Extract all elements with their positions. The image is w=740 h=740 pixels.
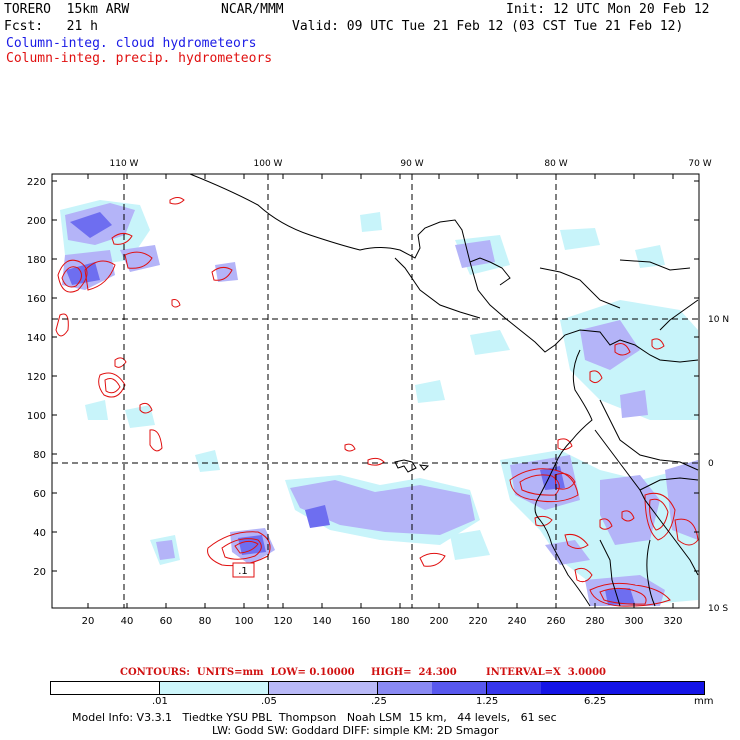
colorbar-segment: [160, 682, 269, 694]
y-tick-label: 20: [33, 567, 46, 578]
x-tick-label: 80: [199, 616, 212, 627]
x-tick-label: 120: [273, 616, 292, 627]
x-tick-label: 260: [546, 616, 565, 627]
colorbar-segment: [269, 682, 378, 694]
x-tick-label: 20: [82, 616, 95, 627]
map-frame: [51, 173, 700, 609]
x-tick-label: 40: [121, 616, 134, 627]
y-tick-label: 140: [27, 333, 46, 344]
forecast-hour: Fcst: 21 h: [4, 19, 98, 34]
model-name: TORERO 15km ARW: [4, 2, 130, 17]
y-tick-label: 160: [27, 294, 46, 305]
y-tick-label: 120: [27, 372, 46, 383]
x-tick-label: 280: [585, 616, 604, 627]
colorbar-segment: [487, 682, 541, 694]
colorbar-label: 1.25: [476, 696, 499, 707]
lat-lon-grid: [52, 174, 699, 608]
colorbar-segment: [378, 682, 432, 694]
x-tick-label: 240: [507, 616, 526, 627]
colorbar-label: .05: [261, 696, 277, 707]
x-tick-label: 200: [429, 616, 448, 627]
model-info-line1: Model Info: V3.3.1 Tiedtke YSU PBL Thomp…: [72, 711, 557, 724]
lat-label-10n: 10 N: [708, 315, 729, 325]
axis-ticks: [52, 174, 699, 608]
y-tick-label: 180: [27, 255, 46, 266]
field-precip-label: Column-integ. precip. hydrometeors: [6, 51, 273, 66]
y-tick-label: 80: [33, 450, 46, 461]
x-tick-label: 160: [351, 616, 370, 627]
y-tick-label: 40: [33, 528, 46, 539]
lon-label-90w: 90 W: [400, 159, 423, 169]
init-time: Init: 12 UTC Mon 20 Feb 12: [506, 2, 710, 17]
y-tick-label: 220: [27, 177, 46, 188]
low-marker: .1: [232, 562, 255, 578]
x-tick-label: 300: [624, 616, 643, 627]
organization: NCAR/MMM: [221, 2, 284, 17]
lon-label-80w: 80 W: [544, 159, 567, 169]
x-tick-label: 320: [663, 616, 682, 627]
colorbar-segment: [541, 682, 704, 694]
x-tick-label: 100: [234, 616, 253, 627]
y-tick-label: 60: [33, 489, 46, 500]
lon-label-70w: 70 W: [688, 159, 711, 169]
precip-contours: [55, 197, 699, 607]
coastlines: [189, 174, 699, 607]
hydrometeor-fields: [55, 174, 699, 607]
y-tick-label: 200: [27, 216, 46, 227]
y-tick-label: 100: [27, 411, 46, 422]
valid-time: Valid: 09 UTC Tue 21 Feb 12 (03 CST Tue …: [292, 19, 684, 34]
contours-high: HIGH= 24.300: [371, 667, 457, 678]
lon-label-100w: 100 W: [254, 159, 283, 169]
model-info-line2: LW: Godd SW: Goddard DIFF: simple KM: 2D…: [212, 724, 499, 737]
contours-units-low: CONTOURS: UNITS=mm LOW= 0.10000: [120, 667, 355, 678]
colorbar-label: 6.25: [584, 696, 607, 707]
x-tick-label: 140: [312, 616, 331, 627]
colorbar-segment: [432, 682, 487, 694]
lon-label-110w: 110 W: [110, 159, 139, 169]
colorbar-label: .01: [152, 696, 168, 707]
colorbar-segment: [51, 682, 160, 694]
low-marker-label: .1: [238, 566, 248, 577]
lat-label-0: 0: [708, 459, 714, 469]
x-tick-label: 220: [468, 616, 487, 627]
x-tick-label: 60: [160, 616, 173, 627]
colorbar-label: .25: [371, 696, 387, 707]
contours-interval: INTERVAL=X 3.0000: [486, 667, 606, 678]
lat-label-10s: 10 S: [708, 604, 728, 614]
colorbar: [50, 681, 705, 695]
field-cloud-label: Column-integ. cloud hydrometeors: [6, 36, 257, 51]
x-tick-label: 180: [390, 616, 409, 627]
colorbar-units: mm: [694, 696, 714, 707]
